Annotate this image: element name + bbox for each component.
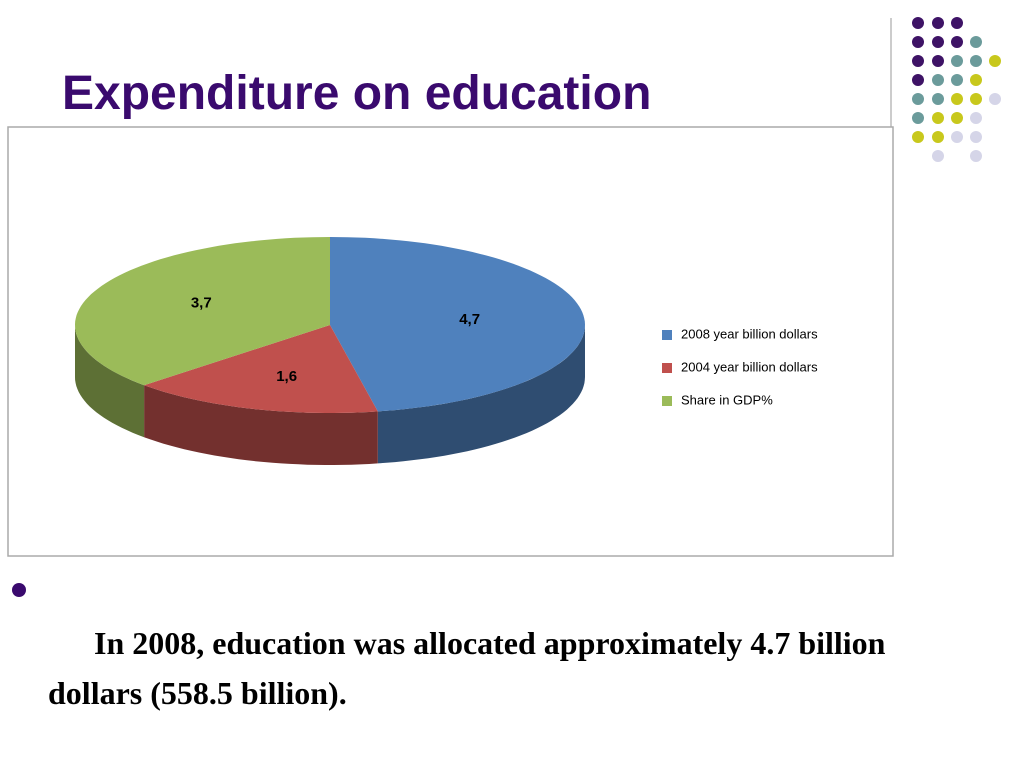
legend-swatch <box>662 363 672 373</box>
data-label: 3,7 <box>191 294 212 311</box>
slice-side <box>144 385 378 465</box>
legend-label: 2004 year billion dollars <box>681 359 818 374</box>
slice-side <box>75 325 145 438</box>
data-label: 1,6 <box>276 368 297 385</box>
pie-chart: 4,7 1,6 3,7 2008 year billion dollars 2004 y… <box>75 237 818 465</box>
legend-label: Share in GDP% <box>681 392 773 407</box>
legend-label: 2008 year billion dollars <box>681 326 818 341</box>
bullet <box>12 583 26 597</box>
legend-swatch <box>662 330 672 340</box>
slice-side <box>377 325 585 464</box>
data-label: 4,7 <box>459 311 480 328</box>
slice <box>144 325 378 413</box>
slice <box>75 237 330 386</box>
body-text: In 2008, education was allocated approxi… <box>48 625 886 711</box>
slide-title: Expenditure on education <box>62 67 652 120</box>
dot-decoration <box>912 17 1001 162</box>
legend-swatch <box>662 396 672 406</box>
slice <box>330 237 585 412</box>
